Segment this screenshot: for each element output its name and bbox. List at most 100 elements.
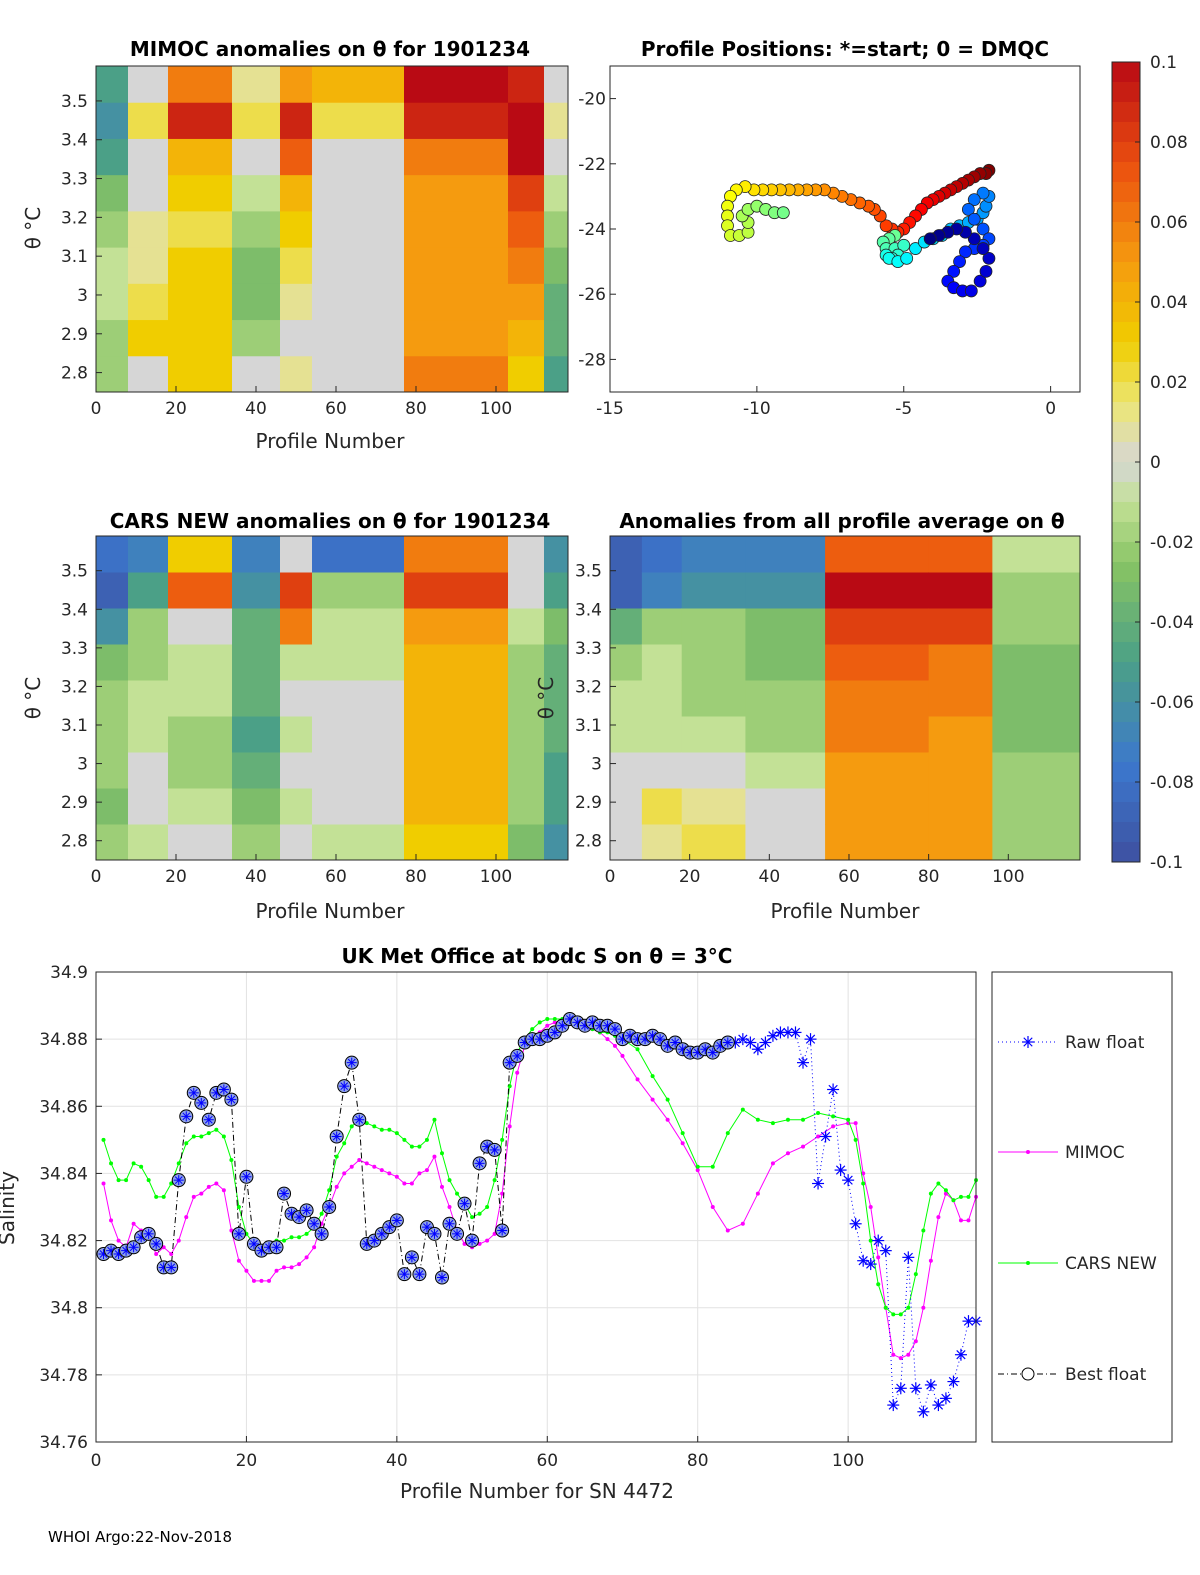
mimoc-point <box>297 1262 302 1267</box>
x-tick-label: 20 <box>165 867 187 887</box>
heat-cell <box>508 102 545 139</box>
colorbar-segment <box>1112 362 1140 383</box>
heat-cell <box>232 247 281 284</box>
mimoc-point <box>214 1181 219 1186</box>
cars-point <box>417 1144 422 1149</box>
heat-cell <box>280 752 313 789</box>
heat-cell <box>825 572 930 609</box>
raw-point <box>947 1375 960 1388</box>
best-point <box>344 1055 359 1070</box>
raw-point <box>864 1258 877 1271</box>
heat-cell <box>128 788 169 825</box>
y-tick-label: 3.5 <box>61 562 88 582</box>
plot-frame <box>95 535 569 861</box>
cars-heatmap: 0 20 40 60 80 100 2.8 2.9 3 3.1 3.2 3.3 3.4 3.5 <box>61 535 569 887</box>
heat-cell <box>312 572 405 609</box>
mimoc-panel: MIMOC anomalies on θ for 1901234 0 20 40 60… <box>21 37 569 453</box>
heat-cell <box>96 536 129 573</box>
heat-cell <box>280 247 313 284</box>
heat-cell <box>992 644 1081 681</box>
heat-cell <box>681 608 746 645</box>
mimoc-point <box>816 1134 821 1139</box>
average-xlabel: Profile Number <box>771 899 921 923</box>
y-tick-label: -26 <box>578 285 606 305</box>
cars-point <box>229 1158 234 1162</box>
heat-cell <box>128 138 169 176</box>
cars-point <box>236 1205 241 1209</box>
colorbar-tick-label: 0.1 <box>1150 53 1177 73</box>
heat-cell <box>681 572 746 609</box>
heat-cell <box>825 716 930 753</box>
heat-cell <box>508 210 545 248</box>
heat-cell <box>544 680 569 717</box>
colorbar-tick-label: 0.02 <box>1150 373 1188 393</box>
y-tick-label: 3.1 <box>61 247 88 267</box>
heat-cell <box>508 247 545 284</box>
heat-cell <box>168 138 233 176</box>
heat-cell <box>232 680 281 717</box>
position-point <box>897 238 911 252</box>
best-point <box>277 1186 292 1201</box>
heat-cell <box>168 319 233 357</box>
legend-raw-marker <box>1022 1036 1034 1048</box>
raw-point <box>827 1083 840 1096</box>
legend-frame <box>991 971 1173 1443</box>
heat-cell <box>232 644 281 681</box>
cars-point <box>402 1137 407 1142</box>
mimoc-point <box>191 1194 196 1199</box>
colorbar-tick-label: -0.04 <box>1150 613 1194 633</box>
y-tick-label: 2.8 <box>61 832 88 852</box>
position-point <box>973 274 987 288</box>
cars-point <box>853 1137 858 1142</box>
heat-cell <box>96 355 129 393</box>
cars-point <box>409 1144 414 1149</box>
legend-label: Best float <box>1065 1365 1147 1385</box>
best-point <box>322 1200 337 1214</box>
cars-point <box>109 1161 114 1166</box>
heat-cell <box>232 788 281 825</box>
best-point <box>720 1035 735 1050</box>
colorbar-segment <box>1112 442 1140 463</box>
raw-line <box>735 1031 976 1414</box>
heat-cell <box>280 355 313 393</box>
y-tick-label: 3.5 <box>575 562 602 582</box>
y-tick-label: 3.2 <box>61 677 88 697</box>
heat-cell <box>404 716 509 753</box>
mimoc-point <box>236 1258 241 1263</box>
heat-cell <box>508 788 545 825</box>
average-ylabel: θ °C <box>534 677 558 720</box>
heat-cell <box>641 752 683 789</box>
colorbar-tick-label: -0.1 <box>1150 853 1183 873</box>
heat-cell <box>508 572 545 609</box>
heat-cell <box>232 138 281 176</box>
cars-point <box>304 1231 309 1236</box>
heat-cell <box>610 752 643 789</box>
heat-cell <box>128 644 169 681</box>
heat-cell <box>280 824 313 861</box>
best-point <box>510 1048 525 1063</box>
salinity-ylabel: Salinity <box>0 1171 19 1245</box>
heat-cell <box>928 716 993 753</box>
mimoc-point <box>282 1265 287 1270</box>
x-tick-label: 60 <box>325 399 347 419</box>
heat-cell <box>232 102 281 139</box>
cars-point <box>492 1178 497 1183</box>
heat-cell <box>128 283 169 321</box>
raw-point <box>917 1405 930 1418</box>
mimoc-point <box>116 1238 121 1243</box>
x-tick-label: 80 <box>918 867 940 887</box>
colorbar-tick-label: 0.04 <box>1150 293 1188 313</box>
heat-cell <box>168 247 233 284</box>
position-point <box>923 232 937 246</box>
cars-point <box>101 1137 106 1142</box>
heat-cell <box>544 319 569 357</box>
cars-point <box>214 1127 219 1132</box>
heat-cell <box>641 716 683 753</box>
raw-point <box>849 1217 862 1230</box>
salinity-panel: UK Met Office at bodc S on θ = 3°C 0 20 40… <box>0 944 1173 1503</box>
cars-point <box>327 1188 332 1193</box>
colorbar-segment <box>1112 802 1140 823</box>
positions-title: Profile Positions: *=start; 0 = DMQC <box>641 37 1049 61</box>
legend-item: Raw float <box>998 1033 1145 1053</box>
heat-cell <box>312 319 405 357</box>
